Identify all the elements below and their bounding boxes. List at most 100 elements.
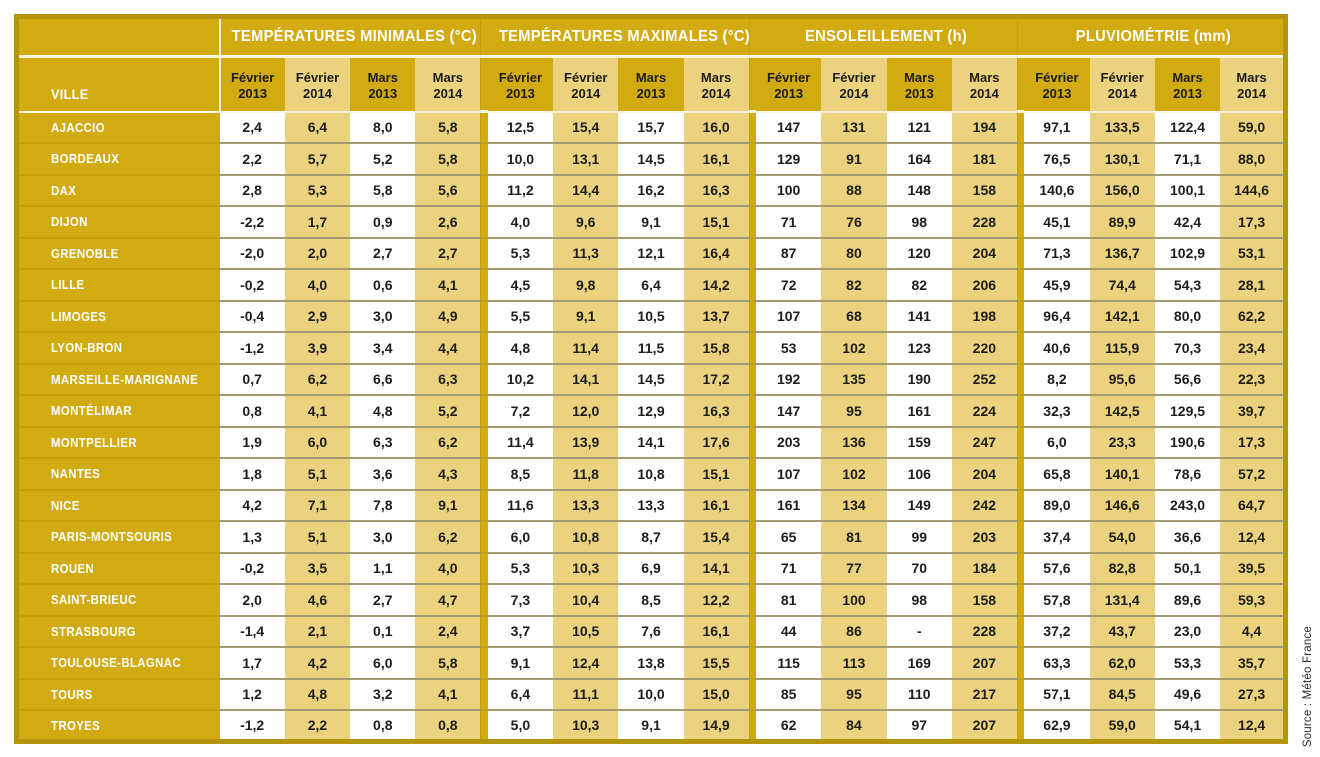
value-cell-temp_min: 7,8 <box>350 488 416 521</box>
table-row: NANTES 1,8 5,1 3,6 4,3 8,5 11,8 10,8 15,1 107 102 1… <box>16 457 1286 490</box>
value-cell-rainfall: 53,3 <box>1154 646 1221 679</box>
value-cell-sunshine: 194 <box>951 110 1018 143</box>
value-cell-rainfall: 54,1 <box>1154 709 1221 742</box>
group-separator <box>480 173 488 206</box>
value-cell-sunshine: 110 <box>886 677 952 710</box>
value-cell-temp_max: 16,3 <box>683 173 749 206</box>
value-cell-temp_min: 4,0 <box>284 268 351 301</box>
value-cell-temp_min: 4,1 <box>415 268 481 301</box>
city-label: TROYES <box>51 717 101 733</box>
value-cell-rainfall: 80,0 <box>1154 299 1221 332</box>
value-cell-temp_max: 6,4 <box>487 677 554 710</box>
value-cell-temp_max: 17,6 <box>683 425 749 458</box>
group-separator <box>1016 425 1025 458</box>
value-cell-temp_max: 9,6 <box>553 205 619 238</box>
city-label: LIMOGES <box>51 308 107 324</box>
value-cell-sunshine: 206 <box>951 268 1018 301</box>
value-cell-rainfall: 74,4 <box>1089 268 1155 301</box>
value-cell-temp_max: 14,5 <box>618 142 684 175</box>
value-cell-rainfall: 130,1 <box>1089 142 1155 175</box>
data-table: TEMPÉRATURES MINIMALES (°C) TEMPÉRATURES… <box>14 14 1288 744</box>
value-cell-rainfall: 37,4 <box>1024 520 1090 553</box>
value-cell-temp_min: 4,2 <box>284 646 351 679</box>
value-cell-temp_max: 10,3 <box>553 551 619 584</box>
value-cell-temp_min: -0,2 <box>219 551 285 584</box>
value-cell-temp_max: 9,1 <box>618 709 684 742</box>
value-cell-rainfall: 115,9 <box>1089 331 1155 364</box>
corner-cell <box>16 16 221 58</box>
value-cell-temp_min: 2,8 <box>219 173 285 206</box>
city-label: STRASBOURG <box>51 623 136 639</box>
value-cell-sunshine: 102 <box>821 457 887 490</box>
value-cell-sunshine: 81 <box>821 520 887 553</box>
period-year: 2013 <box>368 86 398 102</box>
period-month: Février <box>498 70 543 86</box>
value-cell-temp_max: 12,0 <box>553 394 619 427</box>
value-cell-rainfall: 40,6 <box>1024 331 1090 364</box>
value-cell-rainfall: 88,0 <box>1220 142 1286 175</box>
period-header-rainfall-1: Février 2014 <box>1089 56 1155 113</box>
group-separator <box>480 614 488 647</box>
table-row: STRASBOURG -1,4 2,1 0,1 2,4 3,7 10,5 7,6 16,1 44 8… <box>16 614 1286 647</box>
value-cell-temp_max: 10,5 <box>618 299 684 332</box>
value-cell-temp_min: 5,1 <box>284 520 351 553</box>
city-cell: LYON-BRON <box>16 331 220 364</box>
value-cell-temp_min: 6,3 <box>350 425 416 458</box>
city-cell: DIJON <box>16 205 220 238</box>
group-header-temp-max: TEMPÉRATURES MAXIMALES (°C) <box>487 16 750 58</box>
value-cell-sunshine: 88 <box>821 173 887 206</box>
group-separator <box>480 362 488 395</box>
table-row: MONTÉLIMAR 0,8 4,1 4,8 5,2 7,2 12,0 12,9 16,3 147… <box>16 394 1286 427</box>
value-cell-sunshine: 148 <box>886 173 952 206</box>
period-header-temp_min-3: Mars 2014 <box>415 56 481 113</box>
period-month: Février <box>1035 70 1079 86</box>
value-cell-temp_max: 11,4 <box>487 425 554 458</box>
value-cell-sunshine: 207 <box>951 709 1018 742</box>
value-cell-rainfall: 42,4 <box>1154 205 1221 238</box>
value-cell-rainfall: 50,1 <box>1154 551 1221 584</box>
period-year: 2014 <box>571 86 601 102</box>
value-cell-sunshine: 131 <box>821 110 887 143</box>
city-cell: BORDEAUX <box>16 142 220 175</box>
period-header-temp_min-1: Février 2014 <box>284 56 351 113</box>
value-cell-rainfall: 57,6 <box>1024 551 1090 584</box>
value-cell-sunshine: 98 <box>886 583 952 616</box>
value-cell-temp_max: 11,5 <box>618 331 684 364</box>
group-separator <box>748 614 756 647</box>
value-cell-sunshine: 121 <box>886 110 952 143</box>
group-separator <box>748 394 756 427</box>
value-cell-rainfall: 142,5 <box>1089 394 1155 427</box>
group-separator <box>1016 205 1025 238</box>
value-cell-rainfall: 142,1 <box>1089 299 1155 332</box>
group-header-label: TEMPÉRATURES MAXIMALES (°C) <box>498 28 750 45</box>
value-cell-rainfall: 62,9 <box>1024 709 1090 742</box>
weather-comparison-table: TEMPÉRATURES MINIMALES (°C) TEMPÉRATURES… <box>14 14 1288 744</box>
group-separator <box>1016 488 1025 521</box>
value-cell-temp_max: 6,4 <box>618 268 684 301</box>
period-year: 2013 <box>1173 86 1202 102</box>
value-cell-temp_max: 13,8 <box>618 646 684 679</box>
value-cell-temp_max: 7,2 <box>487 394 554 427</box>
value-cell-temp_min: 2,2 <box>219 142 285 175</box>
period-header-temp_min-0: Février 2013 <box>219 56 285 113</box>
value-cell-sunshine: 71 <box>756 205 822 238</box>
value-cell-rainfall: 39,7 <box>1220 394 1286 427</box>
value-cell-temp_max: 16,2 <box>618 173 684 206</box>
value-cell-temp_min: 4,7 <box>415 583 481 616</box>
group-separator <box>748 142 756 175</box>
period-month: Mars <box>635 70 667 86</box>
value-cell-temp_max: 16,1 <box>683 142 749 175</box>
value-cell-rainfall: 71,1 <box>1154 142 1221 175</box>
value-cell-temp_min: -0,4 <box>219 299 285 332</box>
group-separator <box>748 268 756 301</box>
value-cell-sunshine: 77 <box>821 551 887 584</box>
group-separator <box>748 583 756 616</box>
table-row: SAINT-BRIEUC 2,0 4,6 2,7 4,7 7,3 10,4 8,5 12,2 81… <box>16 583 1286 616</box>
value-cell-sunshine: 164 <box>886 142 952 175</box>
group-separator <box>1016 520 1025 553</box>
city-cell: GRENOBLE <box>16 236 220 269</box>
city-label: DAX <box>51 182 77 198</box>
value-cell-rainfall: 136,7 <box>1089 236 1155 269</box>
value-cell-rainfall: 156,0 <box>1089 173 1155 206</box>
value-cell-rainfall: 43,7 <box>1089 614 1155 647</box>
